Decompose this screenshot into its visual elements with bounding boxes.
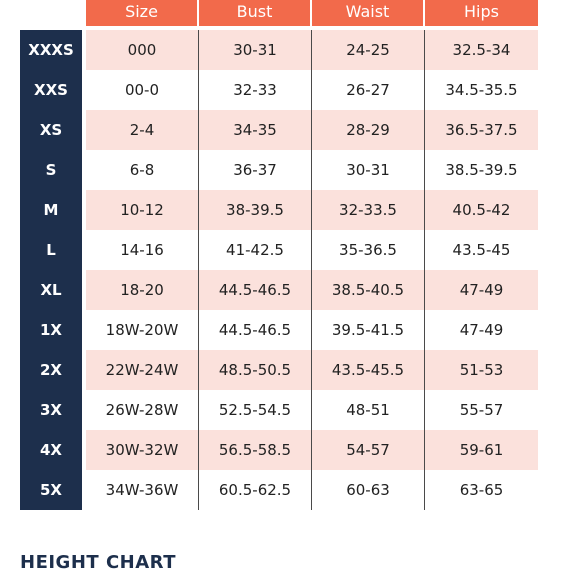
table-cell: 41-42.5 [199, 230, 312, 270]
table-cell: 63-65 [459, 481, 504, 499]
table-cell: 6-8 [86, 150, 199, 190]
table-cell: 47-49 [459, 321, 504, 339]
header-bust: Bust [199, 0, 312, 26]
table-row: 22W-24W 48.5-50.5 43.5-45.5 51-53 [86, 350, 538, 390]
size-label: 2X [39, 361, 62, 379]
table-cell: 38.5-39.5 [445, 161, 518, 179]
table-header: Size Bust Waist Hips [86, 0, 538, 26]
table-cell: 43.5-45.5 [312, 350, 425, 390]
table-cell: 18-20 [86, 270, 199, 310]
table-cell: 26W-28W [86, 390, 199, 430]
table-cell: 56.5-58.5 [199, 430, 312, 470]
table-row: 34W-36W 60.5-62.5 60-63 63-65 [86, 470, 538, 510]
table-cell: 48-51 [312, 390, 425, 430]
table-cell: 32-33.5 [312, 190, 425, 230]
table-cell: 38.5-40.5 [312, 270, 425, 310]
table-cell: 35-36.5 [312, 230, 425, 270]
size-table-body: 000 30-31 24-25 32.5-34 00-0 32-33 26-27 34.5-3… [86, 30, 538, 510]
table-cell: 14-16 [86, 230, 199, 270]
table-row: 00-0 32-33 26-27 34.5-35.5 [86, 70, 538, 110]
table-cell: 55-57 [459, 401, 504, 419]
size-label: 5X [39, 481, 62, 499]
table-cell: 2-4 [86, 110, 199, 150]
header-size: Size [86, 0, 199, 26]
table-row: 18W-20W 44.5-46.5 39.5-41.5 47-49 [86, 310, 538, 350]
table-cell: 32.5-34 [452, 41, 511, 59]
size-label: L [46, 241, 56, 259]
size-label: S [45, 161, 57, 179]
table-row: 30W-32W 56.5-58.5 54-57 59-61 [86, 430, 538, 470]
table-cell: 22W-24W [86, 350, 199, 390]
table-cell: 51-53 [459, 361, 504, 379]
size-label: M [43, 201, 59, 219]
table-cell: 60-63 [312, 470, 425, 510]
table-cell: 39.5-41.5 [312, 310, 425, 350]
table-cell: 26-27 [312, 70, 425, 110]
table-cell: 36-37 [199, 150, 312, 190]
table-cell: 47-49 [459, 281, 504, 299]
header-hips: Hips [425, 0, 538, 26]
table-cell: 54-57 [312, 430, 425, 470]
table-row: 6-8 36-37 30-31 38.5-39.5 [86, 150, 538, 190]
table-cell: 28-29 [312, 110, 425, 150]
size-label: XXS [34, 81, 68, 99]
table-cell: 36.5-37.5 [445, 121, 518, 139]
table-cell: 44.5-46.5 [199, 270, 312, 310]
table-cell: 000 [86, 30, 199, 70]
table-cell: 30-31 [312, 150, 425, 190]
size-label: XL [40, 281, 62, 299]
size-label: 4X [39, 441, 62, 459]
table-cell: 18W-20W [86, 310, 199, 350]
table-cell: 52.5-54.5 [199, 390, 312, 430]
table-cell: 59-61 [459, 441, 504, 459]
table-cell: 43.5-45 [452, 241, 511, 259]
table-cell: 38-39.5 [199, 190, 312, 230]
table-row: 2-4 34-35 28-29 36.5-37.5 [86, 110, 538, 150]
table-cell: 48.5-50.5 [199, 350, 312, 390]
table-row: 14-16 41-42.5 35-36.5 43.5-45 [86, 230, 538, 270]
table-row: 18-20 44.5-46.5 38.5-40.5 47-49 [86, 270, 538, 310]
table-row: 26W-28W 52.5-54.5 48-51 55-57 [86, 390, 538, 430]
size-label: XS [39, 121, 63, 139]
table-cell: 34.5-35.5 [445, 81, 518, 99]
size-label: XXXS [28, 41, 74, 59]
size-label-column: XXXS XXS XS S M L XL 1X 2X 3X 4X 5X [20, 30, 82, 510]
table-cell: 10-12 [86, 190, 199, 230]
table-cell: 30-31 [199, 30, 312, 70]
table-row: 000 30-31 24-25 32.5-34 [86, 30, 538, 70]
table-cell: 34W-36W [86, 470, 199, 510]
table-cell: 34-35 [199, 110, 312, 150]
header-waist: Waist [312, 0, 425, 26]
table-cell: 32-33 [199, 70, 312, 110]
table-row: 10-12 38-39.5 32-33.5 40.5-42 [86, 190, 538, 230]
size-label: 1X [39, 321, 62, 339]
table-cell: 30W-32W [86, 430, 199, 470]
table-cell: 44.5-46.5 [199, 310, 312, 350]
section-title: HEIGHT CHART [20, 552, 176, 573]
table-cell: 00-0 [86, 70, 199, 110]
table-cell: 40.5-42 [452, 201, 511, 219]
table-cell: 24-25 [312, 30, 425, 70]
table-cell: 60.5-62.5 [199, 470, 312, 510]
size-label: 3X [39, 401, 62, 419]
